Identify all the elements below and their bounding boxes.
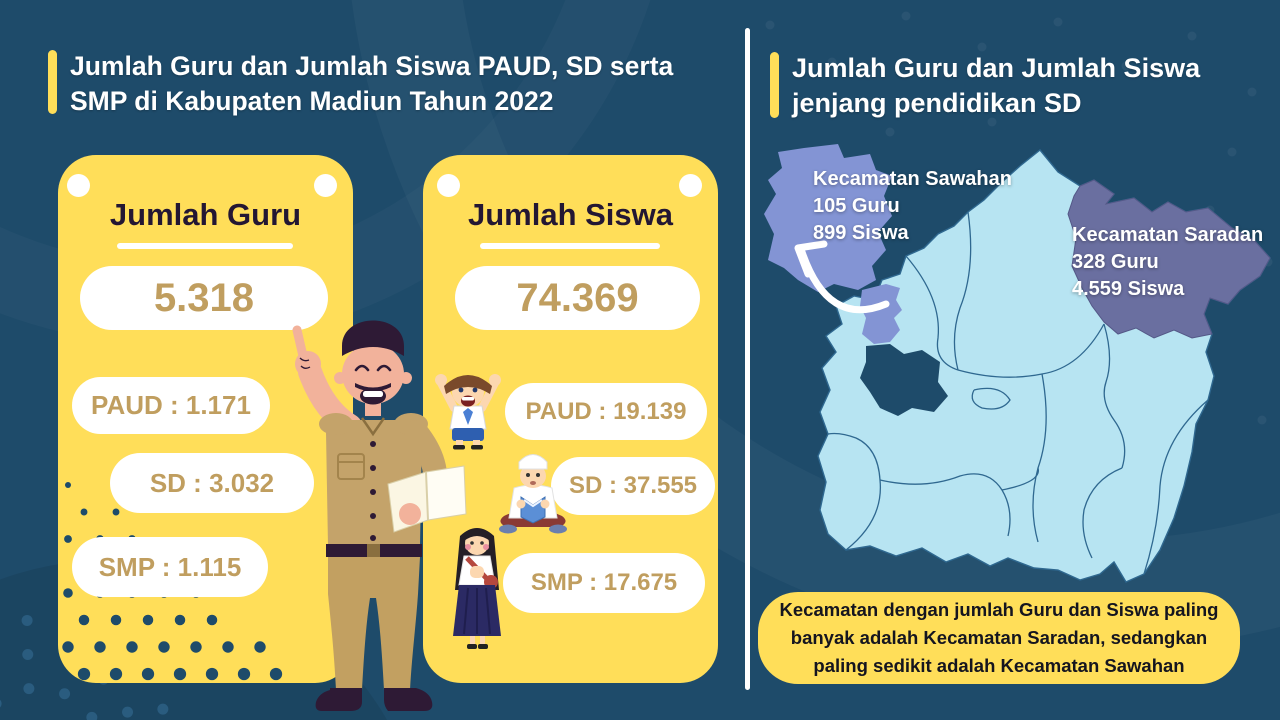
saradan-label: Kecamatan Saradan 328 Guru 4.559 Siswa: [1072, 222, 1263, 303]
right-title-line2: jenjang pendidikan SD: [792, 88, 1082, 118]
left-panel-title: Jumlah Guru dan Jumlah Siswa PAUD, SD se…: [70, 49, 673, 119]
siswa-smp-pill: SMP : 17.675: [503, 553, 705, 613]
guru-sd-pill: SD : 3.032: [110, 453, 314, 513]
siswa-total-pill: 74.369: [455, 266, 700, 330]
guru-smp-pill: SMP : 1.115: [72, 537, 268, 597]
siswa-paud-pill: PAUD : 19.139: [505, 383, 707, 440]
saradan-guru: 328 Guru: [1072, 251, 1159, 273]
guru-paud-pill: PAUD : 1.171: [72, 377, 270, 434]
siswa-smp-value: SMP : 17.675: [530, 569, 678, 596]
guru-card-title: Jumlah Guru: [109, 197, 302, 232]
siswa-card-hole-left: [437, 174, 460, 197]
siswa-sd-value: SD : 37.555: [568, 472, 698, 499]
siswa-card-underline: [480, 243, 660, 249]
panel-divider: [745, 28, 750, 690]
left-title-accent-bar: [48, 50, 57, 114]
conclusion-note-box: Kecamatan dengan jumlah Guru dan Siswa p…: [758, 592, 1240, 684]
guru-card-hole-right: [314, 174, 337, 197]
saradan-siswa: 4.559 Siswa: [1072, 278, 1185, 300]
note-line3: paling sedikit adalah Kecamatan Sawahan: [813, 655, 1185, 676]
siswa-sd-pill: SD : 37.555: [551, 457, 715, 515]
note-line2: banyak adalah Kecamatan Saradan, sedangk…: [790, 627, 1208, 648]
sawahan-name: Kecamatan Sawahan: [813, 168, 1012, 190]
sawahan-label: Kecamatan Sawahan 105 Guru 899 Siswa: [813, 166, 1012, 247]
guru-paud-value: PAUD : 1.171: [91, 390, 251, 420]
siswa-card-title: Jumlah Siswa: [467, 197, 674, 232]
sawahan-siswa: 899 Siswa: [813, 222, 909, 244]
left-title-line1: Jumlah Guru dan Jumlah Siswa PAUD, SD se…: [70, 51, 674, 81]
right-title-line1: Jumlah Guru dan Jumlah Siswa: [792, 53, 1201, 83]
left-title-line2: SMP di Kabupaten Madiun Tahun 2022: [70, 86, 554, 116]
note-line1: Kecamatan dengan jumlah Guru dan Siswa p…: [779, 599, 1219, 620]
sawahan-guru: 105 Guru: [813, 195, 900, 217]
guru-card-underline: [117, 243, 293, 249]
guru-total-pill: 5.318: [80, 266, 328, 330]
right-panel-title: Jumlah Guru dan Jumlah Siswa jenjang pen…: [792, 51, 1200, 121]
siswa-card-hole-right: [679, 174, 702, 197]
siswa-paud-value: PAUD : 19.139: [525, 397, 687, 425]
right-title-accent-bar: [770, 52, 779, 118]
saradan-name: Kecamatan Saradan: [1072, 224, 1264, 246]
guru-smp-value: SMP : 1.115: [98, 551, 242, 582]
guru-total-value: 5.318: [153, 275, 255, 320]
siswa-total-value: 74.369: [516, 275, 639, 320]
guru-sd-value: SD : 3.032: [149, 467, 275, 498]
guru-card-hole-left: [67, 174, 90, 197]
